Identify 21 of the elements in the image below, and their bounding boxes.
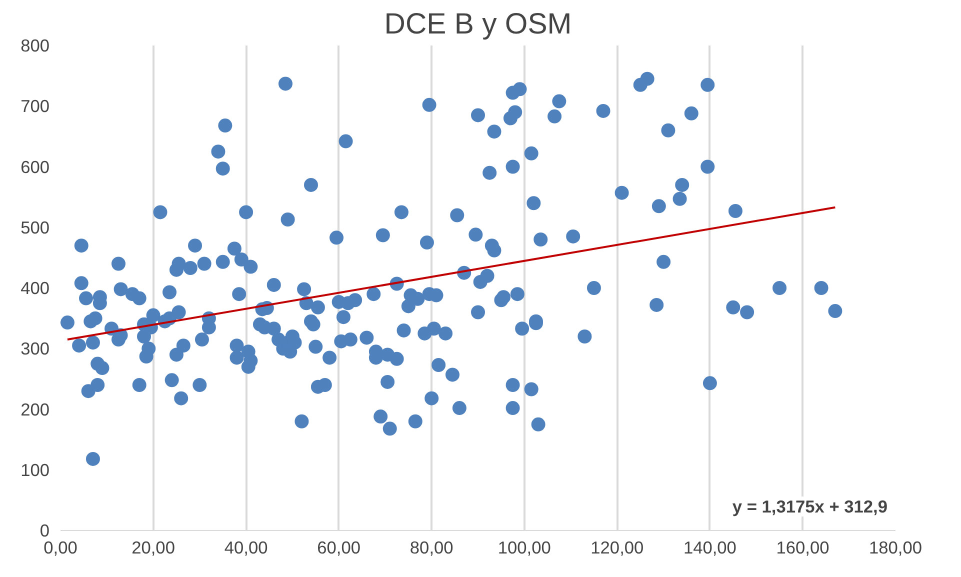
y-tick-label: 200 [20,399,50,420]
y-tick-label: 700 [20,96,50,116]
y-tick-label: 800 [20,36,50,56]
x-tick-label: 120,00 [590,538,644,558]
y-tick-label: 500 [20,217,50,238]
y-tick-label: 600 [20,156,50,177]
x-tick-label: 160,00 [776,538,830,558]
x-tick-label: 100,00 [498,538,551,558]
y-tick-label: 100 [20,460,50,480]
y-tick-label: 0 [40,520,50,540]
x-tick-label: 140,00 [683,538,736,558]
x-tick-label: 60,00 [317,538,361,558]
x-tick-label: 80,00 [410,538,454,558]
y-tick-label: 400 [20,278,50,298]
x-tick-label: 0,00 [44,538,78,558]
x-tick-label: 20,00 [132,538,175,558]
annotation: y = 1,3175x + 312,9 [732,496,888,516]
y-tick-label: 300 [20,338,50,359]
chart-title: DCE B y OSM [384,8,572,40]
x-tick-label: 180,00 [869,538,922,558]
x-tick-label: 40,00 [224,538,268,558]
